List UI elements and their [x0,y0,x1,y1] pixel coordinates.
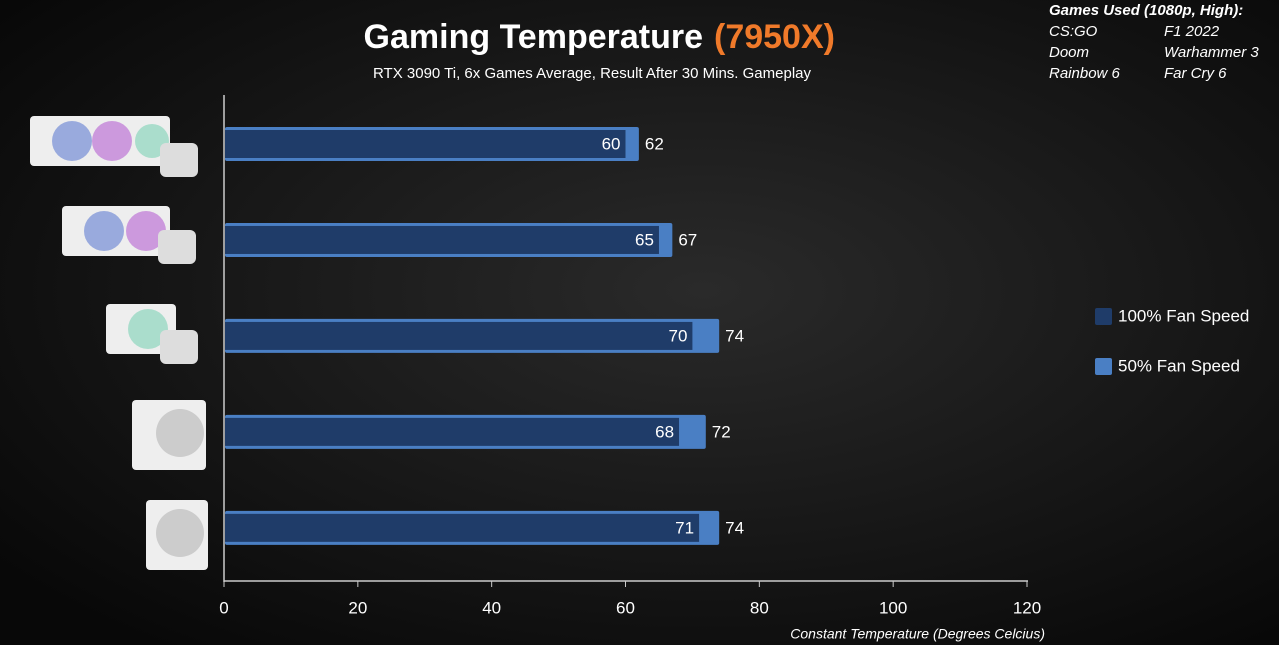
value-label: 62 [645,134,664,153]
game-name: Rainbow 6 [1049,65,1121,82]
x-tick-label: 0 [219,598,228,617]
game-name: Warhammer 3 [1164,44,1259,61]
value-label: 71 [675,518,694,537]
value-label: 67 [678,230,697,249]
chart-title-highlight: (7950X) [714,18,835,56]
bar [225,130,626,158]
x-tick-label: 80 [750,598,769,617]
value-label: 70 [668,326,687,345]
chart-subtitle: RTX 3090 Ti, 6x Games Average, Result Af… [373,65,811,82]
x-tick-label: 20 [348,598,367,617]
value-label: 65 [635,230,654,249]
x-axis-label: Constant Temperature (Degrees Celcius) [790,626,1045,642]
bar [225,513,700,542]
value-label: 72 [712,422,731,441]
legend-swatch [1095,358,1112,375]
x-tick-label: 120 [1013,598,1041,617]
bar [225,225,659,254]
game-name: CS:GO [1049,23,1098,40]
x-tick-label: 60 [616,598,635,617]
value-label: 60 [602,134,621,153]
bar [225,417,680,446]
bar [225,321,693,350]
value-label: 68 [655,422,674,441]
game-name: Far Cry 6 [1164,65,1227,82]
value-label: 74 [725,326,744,345]
cooler-icons [30,116,208,570]
chart-title: Gaming Temperature [364,18,703,56]
value-label: 74 [725,518,744,537]
legend-label: 50% Fan Speed [1118,356,1240,375]
x-tick-label: 100 [879,598,907,617]
legend-label: 100% Fan Speed [1118,306,1249,325]
games-title: Games Used (1080p, High): [1049,2,1243,19]
x-tick-label: 40 [482,598,501,617]
game-name: Doom [1049,44,1089,61]
legend-swatch [1095,308,1112,325]
game-name: F1 2022 [1164,23,1220,40]
